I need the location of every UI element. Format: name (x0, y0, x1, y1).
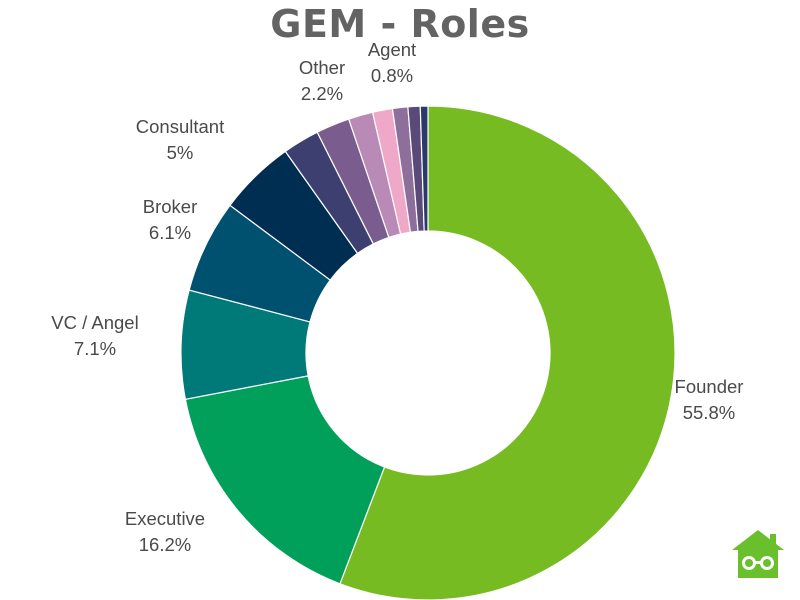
slice-label-name: Agent (368, 39, 416, 60)
donut-slice-executive (184, 375, 386, 585)
slice-label-name: Consultant (136, 116, 224, 137)
slice-label-value: 55.8% (683, 402, 735, 423)
slice-label-other: Other 2.2% (299, 57, 345, 104)
slice-label-value: 5% (167, 142, 194, 163)
slice-label-vc-angel: VC / Angel 7.1% (51, 312, 138, 359)
slice-label-consultant: Consultant 5% (136, 116, 224, 163)
slice-label-name: Other (299, 57, 345, 78)
slice-label-agent: Agent 0.8% (368, 39, 416, 86)
slice-labels: Founder 55.8% Executive 16.2% VC / Angel 7.1%… (51, 39, 743, 555)
slice-label-name: Broker (143, 196, 198, 217)
donut-slice-unlabeled (419, 105, 429, 232)
chart-title: GEM - Roles (270, 2, 530, 46)
slice-label-value: 2.2% (301, 83, 343, 104)
slice-label-value: 7.1% (74, 338, 116, 359)
house-glasses-icon (732, 530, 784, 578)
slice-label-broker: Broker 6.1% (143, 196, 198, 243)
slice-label-value: 0.8% (371, 65, 413, 86)
slice-label-name: Executive (125, 508, 205, 529)
donut-slices (180, 105, 676, 600)
slice-label-name: VC / Angel (51, 312, 138, 333)
slice-label-name: Founder (675, 376, 744, 397)
slice-label-value: 16.2% (139, 534, 191, 555)
slice-label-executive: Executive 16.2% (125, 508, 205, 555)
slice-label-founder: Founder 55.8% (675, 376, 744, 423)
slice-label-value: 6.1% (149, 222, 191, 243)
